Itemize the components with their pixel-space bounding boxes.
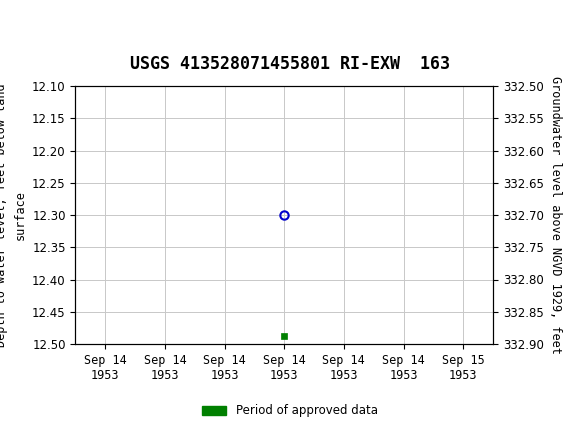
- Text: USGS 413528071455801 RI-EXW  163: USGS 413528071455801 RI-EXW 163: [130, 55, 450, 73]
- Y-axis label: Depth to water level, feet below land
surface: Depth to water level, feet below land su…: [0, 83, 27, 347]
- Text: USGS: USGS: [14, 10, 78, 31]
- Y-axis label: Groundwater level above NGVD 1929, feet: Groundwater level above NGVD 1929, feet: [549, 76, 562, 354]
- Legend: Period of approved data: Period of approved data: [198, 399, 382, 422]
